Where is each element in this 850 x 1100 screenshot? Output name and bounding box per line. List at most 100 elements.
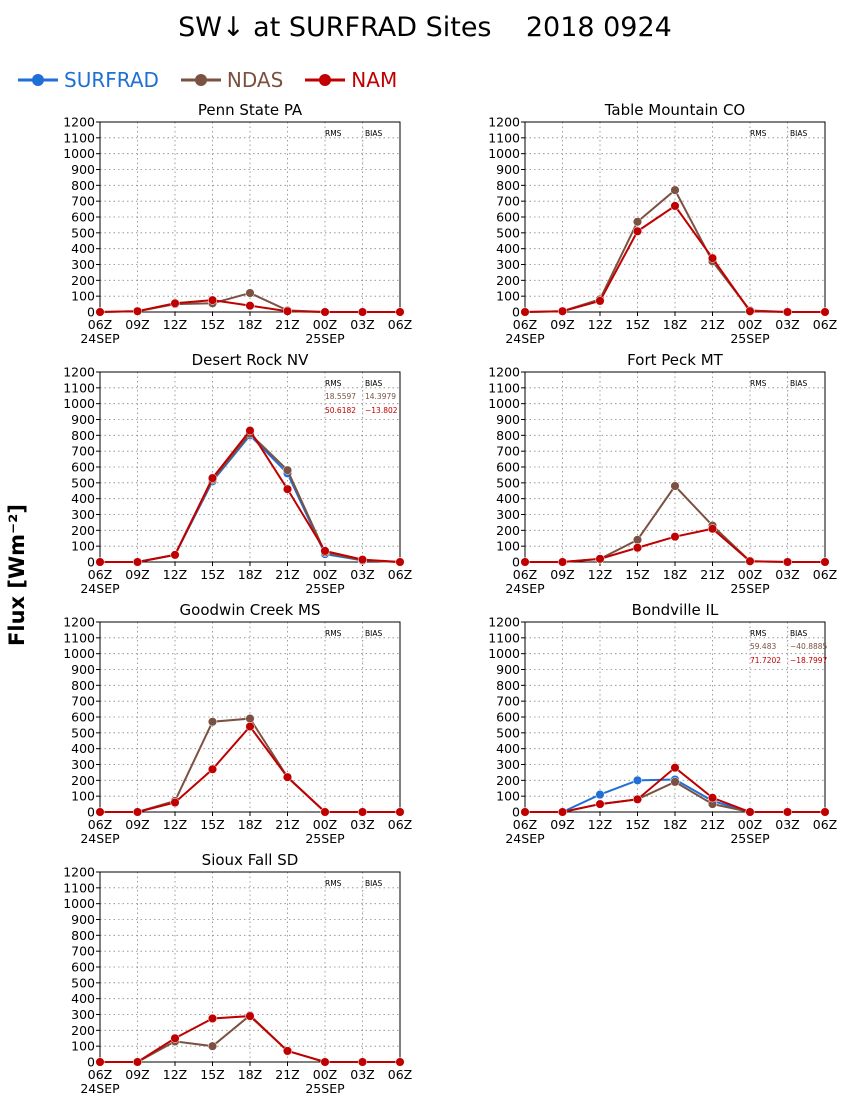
y-tick-label: 600 [496, 710, 520, 725]
x-date-label: 25SEP [305, 581, 345, 596]
chart-panel-4: Goodwin Creek MS 010020030040050060070080… [63, 601, 412, 846]
y-tick-label: 1200 [63, 865, 95, 880]
y-tick-label: 300 [496, 257, 520, 272]
data-point-nam [670, 532, 680, 542]
stats-header-rms: RMS [325, 129, 342, 138]
x-tick-label: 21Z [275, 317, 299, 332]
stats-bias-value: −40.8885 [790, 642, 828, 651]
data-point-nam [132, 1057, 143, 1067]
stats-header-bias: BIAS [365, 379, 382, 388]
y-tick-label: 500 [71, 475, 95, 490]
data-point-nam [357, 1057, 368, 1067]
x-date-label: 24SEP [505, 581, 545, 596]
y-tick-label: 0 [87, 555, 95, 570]
data-point-nam [95, 1057, 105, 1067]
data-point-nam [782, 557, 793, 567]
data-point-nam [595, 554, 605, 564]
data-point-ndas [670, 777, 680, 787]
y-tick-label: 400 [71, 991, 95, 1006]
x-tick-label: 09Z [125, 817, 149, 832]
x-tick-label: 06Z [513, 817, 537, 832]
data-point-nam [207, 473, 218, 483]
data-point-nam [632, 226, 643, 236]
data-point-nam [745, 556, 755, 566]
y-tick-label: 1100 [63, 380, 95, 395]
data-point-ndas [245, 288, 255, 298]
chart-title: Bondville IL [632, 601, 719, 619]
data-point-nam [782, 807, 793, 817]
y-tick-label: 800 [496, 678, 520, 693]
x-date-label: 25SEP [730, 581, 770, 596]
data-point-nam [707, 524, 718, 534]
y-tick-label: 700 [71, 694, 95, 709]
y-tick-label: 1100 [488, 380, 520, 395]
chart-panel-5: Bondville IL 0100200300400500600700800900… [488, 601, 837, 846]
y-tick-label: 1000 [63, 396, 95, 411]
x-tick-label: 12Z [588, 567, 612, 582]
legend-item-surfrad: SURFRAD [18, 68, 159, 92]
y-tick-label: 0 [512, 555, 520, 570]
data-point-nam [245, 1011, 255, 1021]
figure-title: SW↓ at SURFRAD Sites 2018 0924 [178, 12, 672, 43]
x-tick-label: 12Z [163, 817, 187, 832]
y-tick-label: 1000 [63, 146, 95, 161]
data-point-ndas [207, 717, 218, 727]
data-point-nam [520, 807, 530, 817]
y-tick-label: 1200 [488, 115, 520, 130]
y-tick-label: 600 [496, 460, 520, 475]
y-tick-label: 300 [71, 1007, 95, 1022]
stats-bias-value: 14.3979 [365, 392, 396, 401]
y-tick-label: 500 [496, 225, 520, 240]
x-date-label: 25SEP [730, 831, 770, 846]
stats-header-rms: RMS [750, 629, 767, 638]
x-tick-label: 06Z [813, 567, 837, 582]
x-tick-label: 15Z [200, 317, 224, 332]
x-tick-label: 15Z [625, 317, 649, 332]
x-tick-label: 00Z [738, 317, 762, 332]
y-tick-label: 400 [496, 741, 520, 756]
y-tick-label: 1200 [63, 615, 95, 630]
y-tick-label: 800 [71, 928, 95, 943]
y-tick-label: 300 [496, 507, 520, 522]
data-point-nam [320, 546, 330, 556]
x-tick-label: 18Z [238, 567, 262, 582]
y-tick-label: 400 [71, 491, 95, 506]
data-point-nam [132, 807, 143, 817]
data-point-nam [170, 550, 180, 560]
data-point-nam [632, 543, 643, 553]
data-point-nam [245, 721, 255, 732]
data-point-ndas [670, 481, 680, 491]
x-date-label: 25SEP [305, 831, 345, 846]
y-tick-label: 1200 [63, 365, 95, 380]
x-tick-label: 03Z [350, 817, 374, 832]
x-date-label: 25SEP [305, 331, 345, 346]
stats-rms-value: 59.483 [750, 642, 776, 651]
x-tick-label: 09Z [125, 317, 149, 332]
y-tick-label: 100 [496, 789, 520, 804]
y-tick-label: 900 [496, 162, 520, 177]
y-tick-label: 800 [496, 428, 520, 443]
x-tick-label: 09Z [125, 567, 149, 582]
x-tick-label: 15Z [625, 817, 649, 832]
y-tick-label: 200 [496, 273, 520, 288]
data-point-nam [782, 307, 793, 317]
x-tick-label: 06Z [388, 567, 412, 582]
y-tick-label: 1200 [488, 615, 520, 630]
chart-title: Desert Rock NV [192, 351, 309, 369]
chart-title: Fort Peck MT [627, 351, 723, 369]
data-point-nam [357, 807, 368, 817]
data-point-nam [395, 557, 405, 567]
y-tick-label: 800 [71, 428, 95, 443]
stats-header-bias: BIAS [790, 379, 807, 388]
y-tick-label: 700 [71, 444, 95, 459]
y-tick-label: 800 [71, 178, 95, 193]
y-tick-label: 700 [496, 194, 520, 209]
y-tick-label: 1200 [488, 365, 520, 380]
y-tick-label: 200 [71, 773, 95, 788]
y-tick-label: 200 [71, 1023, 95, 1038]
x-tick-label: 00Z [313, 817, 337, 832]
stats-rms-value: 18.5597 [325, 392, 356, 401]
data-point-nam [707, 793, 718, 803]
y-tick-label: 700 [496, 694, 520, 709]
x-tick-label: 18Z [238, 317, 262, 332]
